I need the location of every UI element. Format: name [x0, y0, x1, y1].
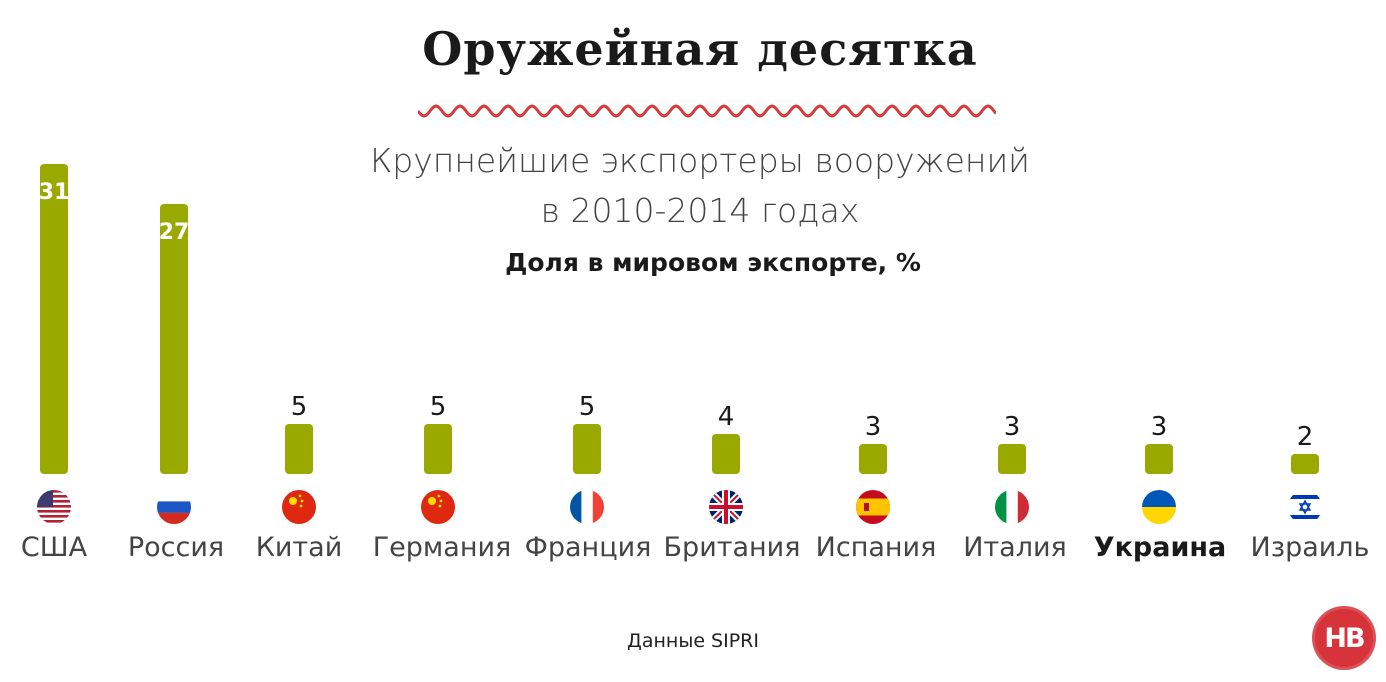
- category-label-0: США: [21, 532, 88, 563]
- bar-chart: 31 США 27 Россия 5 Китай 5 Германия 5 Франция 4 Бри…: [21, 164, 1370, 563]
- category-label-2: Китай: [256, 532, 343, 563]
- bar-value-4: 5: [579, 392, 596, 422]
- category-label-9: Израиль: [1251, 532, 1370, 563]
- us-flag-icon: [37, 490, 71, 523]
- bar-9: [1291, 454, 1319, 474]
- category-label-7: Италия: [963, 532, 1067, 563]
- category-label-1: Россия: [128, 532, 224, 563]
- de-flag-icon: [421, 490, 455, 524]
- fr-flag-icon: [570, 490, 604, 524]
- bar-0: [40, 164, 68, 474]
- bar-5: [712, 434, 740, 474]
- bar-4: [573, 424, 601, 474]
- bar-8: [1145, 444, 1173, 474]
- bar-1: [160, 204, 188, 474]
- il-flag-icon: [1288, 490, 1322, 524]
- bar-7: [998, 444, 1026, 474]
- y-axis-label: Доля в мировом экспорте, %: [505, 248, 921, 277]
- bar-6: [859, 444, 887, 474]
- gb-flag-icon: [709, 490, 743, 524]
- chart-subtitle: Крупнейшие экспортеры вооружений в 2010-…: [0, 136, 1386, 236]
- ua-flag-icon: [1142, 490, 1176, 524]
- bar-value-7: 3: [1004, 412, 1021, 442]
- bar-value-6: 3: [865, 412, 882, 442]
- subtitle-line-2: в 2010-2014 годах: [540, 191, 860, 230]
- category-label-5: Британия: [664, 532, 801, 563]
- bar-3: [424, 424, 452, 474]
- cn-flag-icon: [282, 490, 316, 524]
- bar-value-5: 4: [718, 402, 735, 432]
- category-label-8: Украина: [1094, 532, 1226, 563]
- category-label-4: Франция: [525, 532, 652, 563]
- bar-2: [285, 424, 313, 474]
- es-flag-icon: [856, 490, 890, 524]
- bar-value-1: 27: [159, 220, 190, 245]
- category-label-6: Испания: [816, 532, 937, 563]
- bar-value-0: 31: [39, 180, 70, 205]
- it-flag-icon: [995, 490, 1029, 524]
- source-note: Данные SIPRI: [627, 630, 759, 652]
- subtitle-line-1: Крупнейшие экспортеры вооружений: [370, 141, 1030, 180]
- bar-value-2: 5: [291, 392, 308, 422]
- category-label-3: Германия: [373, 532, 512, 563]
- bar-value-9: 2: [1297, 422, 1314, 452]
- bar-value-3: 5: [430, 392, 447, 422]
- bar-value-8: 3: [1151, 412, 1168, 442]
- nv-logo: НВ: [1312, 606, 1376, 670]
- chart-title: Оружейная десятка: [422, 22, 978, 76]
- ru-flag-icon: [157, 490, 191, 524]
- decorative-wave: [418, 104, 996, 118]
